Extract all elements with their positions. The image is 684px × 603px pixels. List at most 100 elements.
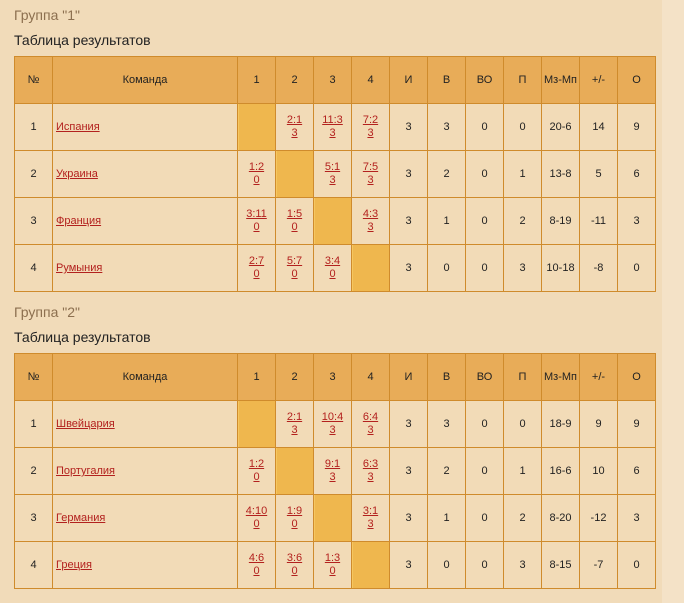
match-score-link[interactable]: 3:11 (246, 208, 267, 220)
match-score-link[interactable]: 4:10 (245, 505, 268, 517)
team-cell: Португалия (52, 447, 238, 495)
column-header: 2 (275, 353, 314, 401)
points-cell: 9 (617, 400, 656, 448)
column-header: +/- (579, 56, 618, 104)
ot-wins-cell: 0 (465, 244, 504, 292)
column-header: Команда (52, 56, 238, 104)
team-link[interactable]: Португалия (56, 465, 115, 477)
ot-wins-cell: 0 (465, 150, 504, 198)
team-cell: Германия (52, 494, 238, 542)
position-cell: 1 (14, 103, 53, 151)
team-cell: Франция (52, 197, 238, 245)
match-points-link[interactable]: 3 (329, 127, 336, 139)
header-row: № Команда 1 2 3 4 И В ВО П Мз-Мп +/- О (14, 353, 656, 401)
match-score-cell: 6:3 3 (351, 447, 390, 495)
match-score-cell: 1:2 0 (237, 150, 276, 198)
match-score-link[interactable]: 4:6 (248, 552, 265, 564)
points-cell: 6 (617, 150, 656, 198)
match-score-link[interactable]: 6:3 (362, 458, 379, 470)
match-score-link[interactable]: 11:3 (322, 114, 343, 126)
match-points-link[interactable]: 0 (291, 221, 298, 233)
match-score-cell: 4:3 3 (351, 197, 390, 245)
team-link[interactable]: Швейцария (56, 418, 115, 430)
match-points-link[interactable]: 3 (291, 127, 298, 139)
match-points-link[interactable]: 0 (291, 518, 298, 530)
team-cell: Испания (52, 103, 238, 151)
points-cell: 0 (617, 244, 656, 292)
match-points-link[interactable]: 3 (367, 221, 374, 233)
match-points-link[interactable]: 3 (329, 174, 336, 186)
match-score-link[interactable]: 1:2 (248, 161, 265, 173)
column-header: 3 (313, 56, 352, 104)
match-score-cell: 3:11 0 (237, 197, 276, 245)
team-link[interactable]: Германия (56, 512, 106, 524)
match-points-link[interactable]: 0 (329, 565, 336, 577)
points-cell: 3 (617, 197, 656, 245)
match-points-link[interactable]: 3 (329, 424, 336, 436)
games-cell: 3 (389, 494, 428, 542)
match-score-cell: 11:3 3 (313, 103, 352, 151)
match-score-link[interactable]: 10:4 (321, 411, 344, 423)
match-score-link[interactable]: 3:6 (286, 552, 303, 564)
table-title: Таблица результатов (14, 32, 151, 48)
match-points-link[interactable]: 0 (291, 268, 298, 280)
column-header: Мз-Мп (541, 56, 580, 104)
match-points-link[interactable]: 0 (253, 221, 260, 233)
match-points-link[interactable]: 0 (253, 471, 260, 483)
team-cell: Греция (52, 541, 238, 589)
match-points-link[interactable]: 3 (367, 471, 374, 483)
match-score-cell: 2:1 3 (275, 103, 314, 151)
table-row: 3 Франция 3:11 0 1:5 0 4:3 3 3 1 0 2 8-19 -11 3 (14, 197, 656, 245)
group-1-section: Группа "1" Таблица результатов № Команда 1 2 3… (14, 2, 656, 292)
team-link[interactable]: Франция (56, 215, 102, 227)
team-link[interactable]: Греция (56, 559, 92, 571)
team-link[interactable]: Украина (56, 168, 98, 180)
wins-cell: 0 (427, 541, 466, 589)
games-cell: 3 (389, 541, 428, 589)
match-score-link[interactable]: 1:9 (286, 505, 303, 517)
results-table: № Команда 1 2 3 4 И В ВО П Мз-Мп +/- О 1 Испания 2:1 3 11… (14, 56, 656, 292)
match-score-link[interactable]: 5:7 (286, 255, 303, 267)
match-score-link[interactable]: 7:2 (362, 114, 379, 126)
losses-cell: 1 (503, 150, 542, 198)
ot-wins-cell: 0 (465, 447, 504, 495)
wins-cell: 3 (427, 400, 466, 448)
match-score-link[interactable]: 1:2 (248, 458, 265, 470)
match-score-link[interactable]: 6:4 (362, 411, 379, 423)
match-points-link[interactable]: 0 (253, 565, 260, 577)
team-link[interactable]: Испания (56, 121, 100, 133)
games-cell: 3 (389, 447, 428, 495)
match-score-link[interactable]: 2:7 (248, 255, 265, 267)
match-score-link[interactable]: 2:1 (286, 114, 303, 126)
match-points-link[interactable]: 3 (367, 518, 374, 530)
column-header: Команда (52, 353, 238, 401)
match-score-link[interactable]: 3:4 (324, 255, 341, 267)
match-score-link[interactable]: 1:3 (324, 552, 341, 564)
match-points-link[interactable]: 3 (367, 174, 374, 186)
match-score-link[interactable]: 1:5 (286, 208, 303, 220)
games-cell: 3 (389, 197, 428, 245)
table-row: 2 Украина 1:2 0 5:1 3 7:5 3 3 2 0 1 13-8 5 6 (14, 150, 656, 198)
column-header: 3 (313, 353, 352, 401)
match-score-link[interactable]: 3:1 (362, 505, 379, 517)
match-points-link[interactable]: 3 (329, 471, 336, 483)
wins-cell: 0 (427, 244, 466, 292)
match-points-link[interactable]: 3 (367, 424, 374, 436)
column-header: П (503, 353, 542, 401)
match-score-link[interactable]: 5:1 (324, 161, 341, 173)
match-points-link[interactable]: 3 (367, 127, 374, 139)
team-link[interactable]: Румыния (56, 262, 103, 274)
match-points-link[interactable]: 0 (291, 565, 298, 577)
position-cell: 2 (14, 150, 53, 198)
match-score-link[interactable]: 7:5 (362, 161, 379, 173)
match-points-link[interactable]: 0 (253, 174, 260, 186)
match-score-link[interactable]: 4:3 (362, 208, 379, 220)
match-points-link[interactable]: 0 (253, 518, 260, 530)
table-row: 2 Португалия 1:2 0 9:1 3 6:3 3 3 2 0 1 16-6 10 6 (14, 447, 656, 495)
match-score-link[interactable]: 2:1 (286, 411, 303, 423)
match-score-link[interactable]: 9:1 (324, 458, 341, 470)
match-points-link[interactable]: 0 (329, 268, 336, 280)
match-points-link[interactable]: 3 (291, 424, 298, 436)
match-points-link[interactable]: 0 (253, 268, 260, 280)
self-match-cell (237, 400, 276, 448)
